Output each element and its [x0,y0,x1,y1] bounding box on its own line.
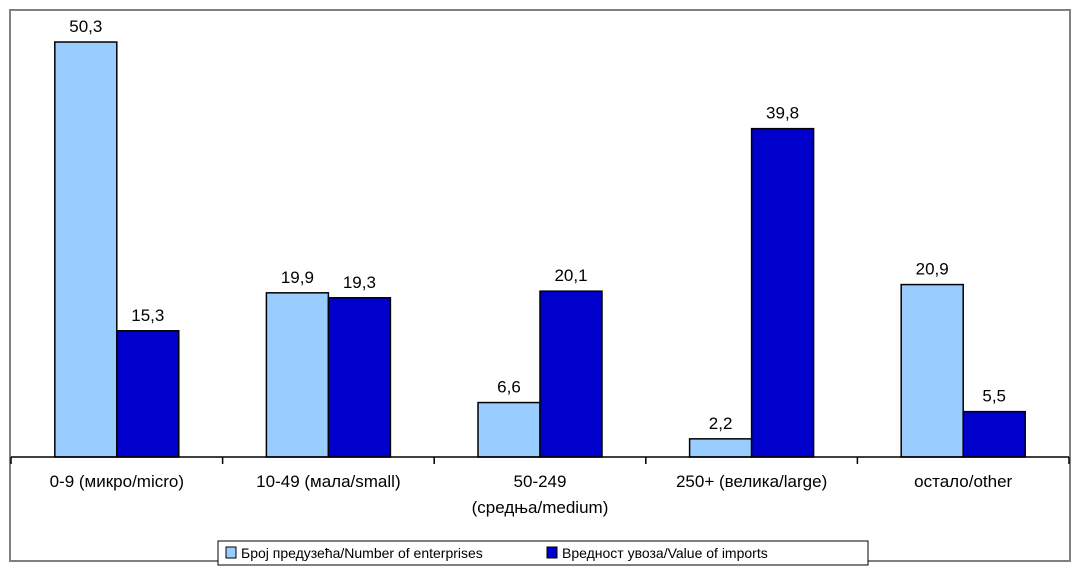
bar-imports-3 [750,127,815,458]
data-label-imports-1: 19,3 [343,273,376,292]
data-label-enterprises-1: 19,9 [281,268,314,287]
x-tick-label-2-line2: (средња/medium) [472,498,609,517]
legend-swatch-enterprises [225,546,237,559]
legend-box [217,540,869,566]
chart-frame [9,9,1071,562]
data-label-imports-4: 5,5 [982,387,1006,406]
data-label-enterprises-0: 50,3 [69,17,102,36]
legend: Број предузећа/Number of enterprises Вре… [217,540,869,566]
data-label-enterprises-3: 2,2 [709,414,733,433]
legend-label-enterprises: Број предузећа/Number of enterprises [241,545,483,561]
bar-enterprises-3 [688,438,753,458]
data-label-imports-3: 39,8 [766,104,799,123]
bar-imports-1 [327,297,392,458]
x-tick-label-2: 50-249 [514,472,567,491]
legend-label-imports: Вредност увоза/Value of imports [562,545,768,561]
data-label-enterprises-4: 20,9 [916,260,949,279]
bar-imports-4 [962,410,1026,458]
x-tick-label-1: 10-49 (мала/small) [256,472,400,491]
data-label-imports-0: 15,3 [131,306,164,325]
data-label-enterprises-2: 6,6 [497,378,521,397]
bar-enterprises-1 [265,292,330,458]
bars-layer [54,41,1026,458]
legend-swatch-imports [546,546,558,559]
bar-imports-0 [116,330,180,458]
x-tick-label-0: 0-9 (микро/micro) [50,472,184,491]
data-label-imports-2: 20,1 [554,266,587,285]
bar-enterprises-2 [477,401,541,458]
bar-enterprises-0 [54,41,118,458]
bar-imports-2 [539,290,603,458]
value-labels-layer: 50,3 15,3 19,9 19,3 6,6 20,1 2,2 39,8 20,9 5,5 [69,17,1006,433]
x-axis: 0-9 (микро/micro) 10-49 (мала/small) 50-24… [10,456,1070,517]
x-tick-label-3: 250+ (велика/large) [676,472,827,491]
bar-enterprises-4 [900,283,964,458]
x-tick-label-4: остало/other [914,472,1012,491]
